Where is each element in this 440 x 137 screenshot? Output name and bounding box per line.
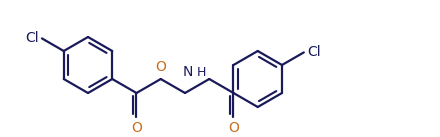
Text: O: O	[155, 60, 166, 74]
Text: O: O	[228, 121, 239, 135]
Text: H: H	[197, 66, 206, 79]
Text: N: N	[183, 65, 193, 79]
Text: O: O	[131, 121, 142, 135]
Text: Cl: Cl	[307, 45, 320, 59]
Text: Cl: Cl	[26, 31, 39, 45]
